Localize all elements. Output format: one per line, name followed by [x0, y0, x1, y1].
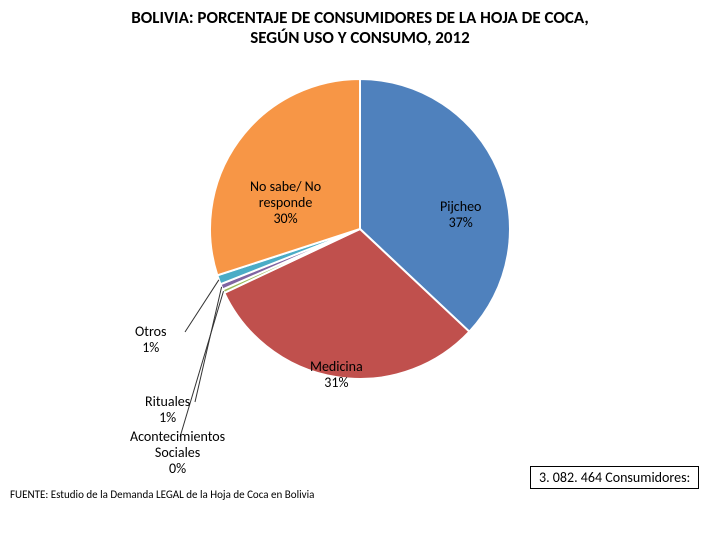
slice-label: Rituales1% — [145, 394, 190, 426]
slice-label: AcontecimientosSociales0% — [130, 429, 225, 477]
slice-label: Medicina31% — [310, 359, 363, 391]
chart-title: BOLIVIA: PORCENTAJE DE CONSUMIDORES DE L… — [0, 0, 720, 49]
chart-area: Pijcheo37% Medicina31% AcontecimientosSoci… — [0, 49, 720, 479]
title-line-1: BOLIVIA: PORCENTAJE DE CONSUMIDORES DE L… — [40, 8, 680, 28]
chart-container: BOLIVIA: PORCENTAJE DE CONSUMIDORES DE L… — [0, 0, 720, 540]
title-line-2: SEGÚN USO Y CONSUMO, 2012 — [40, 28, 680, 48]
slice-label: Otros1% — [135, 324, 166, 356]
consumidores-box: 3. 082. 464 Consumidores: — [530, 466, 699, 489]
slice-label: Pijcheo37% — [440, 199, 481, 231]
slice-label: No sabe/ Noresponde30% — [250, 179, 321, 227]
source-note: FUENTE: Estudio de la Demanda LEGAL de l… — [10, 488, 314, 501]
